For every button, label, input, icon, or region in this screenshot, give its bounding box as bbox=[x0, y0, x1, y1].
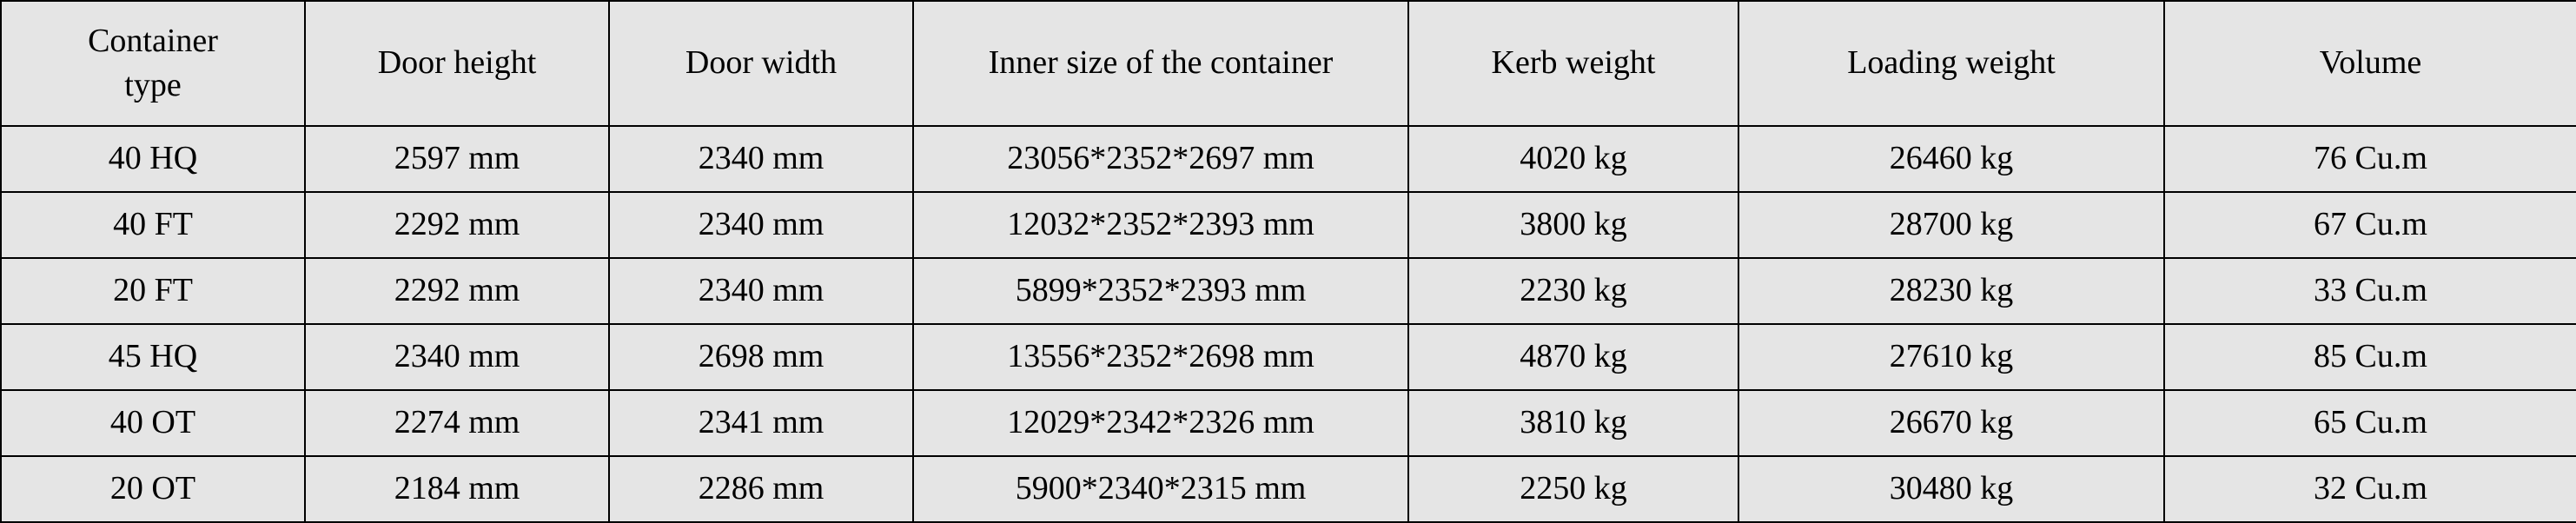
cell-volume: 65 Cu.m bbox=[2164, 390, 2576, 456]
col-header-loading-weight: Loading weight bbox=[1738, 1, 2164, 126]
cell-inner-size: 5900*2340*2315 mm bbox=[913, 456, 1408, 522]
cell-inner-size: 23056*2352*2697 mm bbox=[913, 126, 1408, 192]
cell-door-width: 2698 mm bbox=[609, 324, 913, 390]
col-header-line2: type bbox=[10, 63, 295, 108]
cell-volume: 85 Cu.m bbox=[2164, 324, 2576, 390]
cell-kerb-weight: 2250 kg bbox=[1408, 456, 1738, 522]
table-row: 20 OT 2184 mm 2286 mm 5900*2340*2315 mm … bbox=[1, 456, 2576, 522]
col-header-container-type: Container type bbox=[1, 1, 305, 126]
cell-inner-size: 12029*2342*2326 mm bbox=[913, 390, 1408, 456]
table-row: 40 FT 2292 mm 2340 mm 12032*2352*2393 mm… bbox=[1, 192, 2576, 258]
cell-volume: 33 Cu.m bbox=[2164, 258, 2576, 324]
table-row: 45 HQ 2340 mm 2698 mm 13556*2352*2698 mm… bbox=[1, 324, 2576, 390]
col-header-inner-size: Inner size of the container bbox=[913, 1, 1408, 126]
cell-kerb-weight: 4870 kg bbox=[1408, 324, 1738, 390]
table-header-row: Container type Door height Door width In… bbox=[1, 1, 2576, 126]
cell-loading-weight: 27610 kg bbox=[1738, 324, 2164, 390]
cell-volume: 67 Cu.m bbox=[2164, 192, 2576, 258]
cell-door-width: 2341 mm bbox=[609, 390, 913, 456]
cell-volume: 32 Cu.m bbox=[2164, 456, 2576, 522]
cell-inner-size: 12032*2352*2393 mm bbox=[913, 192, 1408, 258]
cell-inner-size: 13556*2352*2698 mm bbox=[913, 324, 1408, 390]
container-spec-table: Container type Door height Door width In… bbox=[0, 0, 2576, 523]
cell-door-height: 2340 mm bbox=[305, 324, 609, 390]
cell-container-type: 20 OT bbox=[1, 456, 305, 522]
cell-container-type: 45 HQ bbox=[1, 324, 305, 390]
cell-container-type: 40 OT bbox=[1, 390, 305, 456]
table-row: 40 HQ 2597 mm 2340 mm 23056*2352*2697 mm… bbox=[1, 126, 2576, 192]
cell-kerb-weight: 2230 kg bbox=[1408, 258, 1738, 324]
col-header-line1: Container bbox=[10, 19, 295, 63]
cell-container-type: 40 HQ bbox=[1, 126, 305, 192]
cell-door-width: 2340 mm bbox=[609, 126, 913, 192]
table-row: 40 OT 2274 mm 2341 mm 12029*2342*2326 mm… bbox=[1, 390, 2576, 456]
table-row: 20 FT 2292 mm 2340 mm 5899*2352*2393 mm … bbox=[1, 258, 2576, 324]
cell-container-type: 40 FT bbox=[1, 192, 305, 258]
cell-door-height: 2274 mm bbox=[305, 390, 609, 456]
cell-loading-weight: 26670 kg bbox=[1738, 390, 2164, 456]
cell-loading-weight: 28700 kg bbox=[1738, 192, 2164, 258]
cell-container-type: 20 FT bbox=[1, 258, 305, 324]
cell-loading-weight: 28230 kg bbox=[1738, 258, 2164, 324]
cell-volume: 76 Cu.m bbox=[2164, 126, 2576, 192]
cell-door-height: 2292 mm bbox=[305, 192, 609, 258]
cell-inner-size: 5899*2352*2393 mm bbox=[913, 258, 1408, 324]
table-body: 40 HQ 2597 mm 2340 mm 23056*2352*2697 mm… bbox=[1, 126, 2576, 522]
col-header-volume: Volume bbox=[2164, 1, 2576, 126]
cell-door-height: 2184 mm bbox=[305, 456, 609, 522]
col-header-kerb-weight: Kerb weight bbox=[1408, 1, 1738, 126]
cell-kerb-weight: 3800 kg bbox=[1408, 192, 1738, 258]
cell-door-width: 2340 mm bbox=[609, 192, 913, 258]
cell-kerb-weight: 4020 kg bbox=[1408, 126, 1738, 192]
cell-loading-weight: 26460 kg bbox=[1738, 126, 2164, 192]
col-header-door-width: Door width bbox=[609, 1, 913, 126]
col-header-door-height: Door height bbox=[305, 1, 609, 126]
cell-loading-weight: 30480 kg bbox=[1738, 456, 2164, 522]
cell-door-height: 2597 mm bbox=[305, 126, 609, 192]
cell-kerb-weight: 3810 kg bbox=[1408, 390, 1738, 456]
cell-door-width: 2340 mm bbox=[609, 258, 913, 324]
cell-door-width: 2286 mm bbox=[609, 456, 913, 522]
cell-door-height: 2292 mm bbox=[305, 258, 609, 324]
